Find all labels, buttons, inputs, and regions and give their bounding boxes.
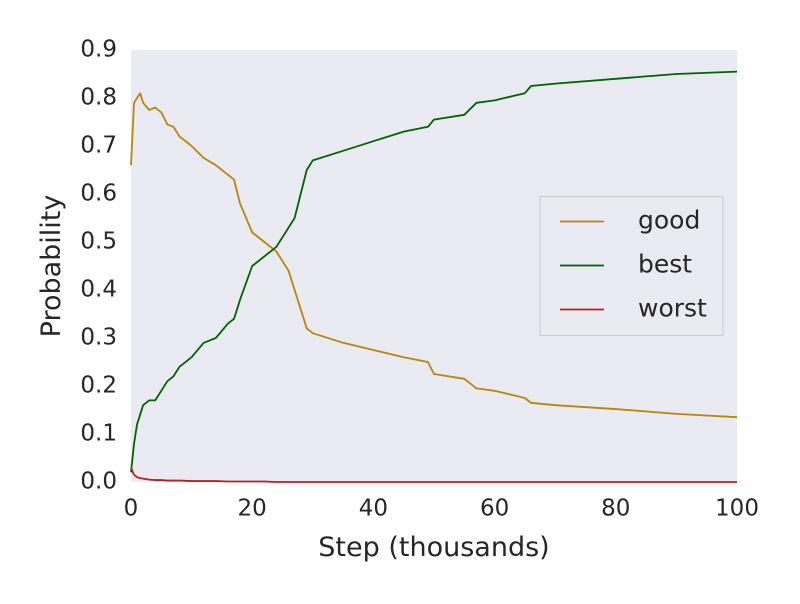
legend: good best worst — [539, 196, 724, 336]
y-tick-label: 0.6 — [80, 181, 117, 207]
x-axis-label: Step (thousands) — [318, 532, 549, 563]
y-tick-label: 0.3 — [80, 325, 117, 351]
x-tick-label: 40 — [359, 496, 388, 522]
x-tick-label: 80 — [601, 496, 630, 522]
y-tick-label: 0.5 — [80, 229, 117, 255]
y-tick-label: 0.0 — [80, 469, 117, 495]
y-tick-label: 0.4 — [80, 277, 117, 303]
y-tick-label: 0.9 — [80, 37, 117, 63]
y-axis-label: Probability — [36, 195, 67, 338]
legend-label: best — [638, 250, 692, 279]
y-tick-label: 0.1 — [80, 421, 117, 447]
legend-label: good — [638, 206, 700, 235]
legend-label: worst — [638, 294, 707, 323]
line-series — [130, 70, 738, 473]
line-series — [130, 92, 738, 419]
x-tick-label: 100 — [715, 496, 759, 522]
x-tick-label: 60 — [480, 496, 509, 522]
x-tick-label: 0 — [124, 496, 139, 522]
y-tick-label: 0.2 — [80, 373, 117, 399]
line-series — [130, 467, 737, 483]
y-tick-label: 0.8 — [80, 85, 117, 111]
x-tick-label: 20 — [238, 496, 267, 522]
y-tick-label: 0.7 — [80, 133, 117, 159]
